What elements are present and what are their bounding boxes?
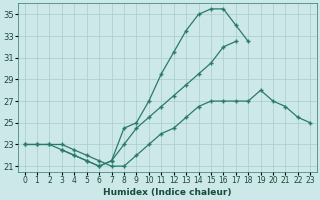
X-axis label: Humidex (Indice chaleur): Humidex (Indice chaleur) (103, 188, 232, 197)
